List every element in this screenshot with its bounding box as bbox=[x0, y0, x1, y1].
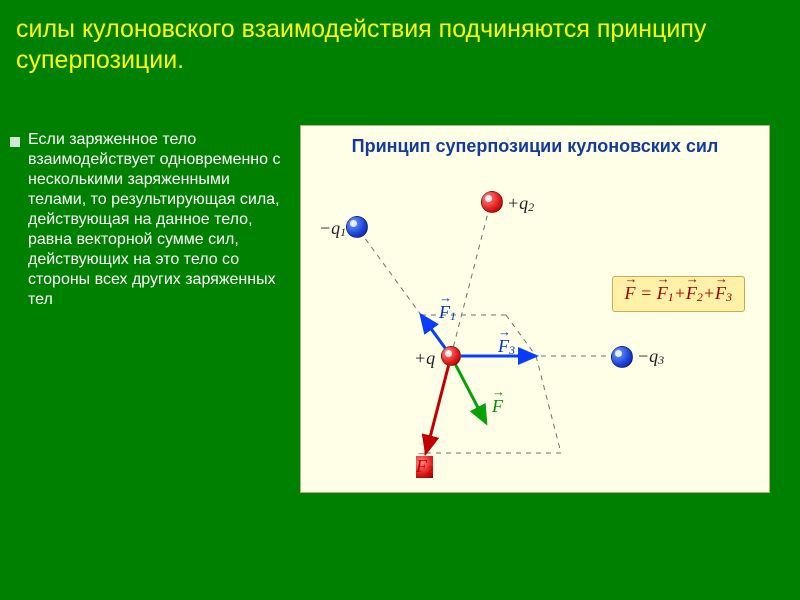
label-f3: F3 bbox=[498, 336, 515, 358]
label-f2: F2 bbox=[416, 456, 433, 478]
diagram-svg bbox=[301, 126, 771, 494]
charge-q1 bbox=[346, 216, 368, 238]
label-q2: +q2 bbox=[507, 193, 534, 215]
label-q1: −q1 bbox=[319, 218, 346, 240]
charge-q2 bbox=[481, 191, 503, 213]
body-text: Если заряженное тело взаимодействует одн… bbox=[28, 130, 290, 310]
vector-fsum bbox=[451, 356, 486, 423]
dash-par-a bbox=[536, 356, 561, 453]
vector-diagram: −q1 +q2 −q3 +q F1 F3 F F2 bbox=[301, 126, 769, 492]
body-block: Если заряженное тело взаимодействует одн… bbox=[10, 130, 290, 310]
label-q: +q bbox=[414, 348, 435, 369]
label-fsum: F bbox=[492, 396, 503, 417]
dash-q2 bbox=[451, 201, 491, 356]
label-q3: −q3 bbox=[637, 346, 664, 368]
charge-q bbox=[441, 346, 461, 366]
charge-q3 bbox=[611, 346, 633, 368]
diagram-panel: Принцип суперпозиции кулоновских сил F =… bbox=[300, 125, 770, 493]
page-title: силы кулоновского взаимодействия подчиня… bbox=[16, 14, 784, 77]
vector-f2 bbox=[426, 356, 451, 453]
bullet-icon bbox=[10, 137, 20, 147]
label-f1: F1 bbox=[439, 302, 456, 324]
